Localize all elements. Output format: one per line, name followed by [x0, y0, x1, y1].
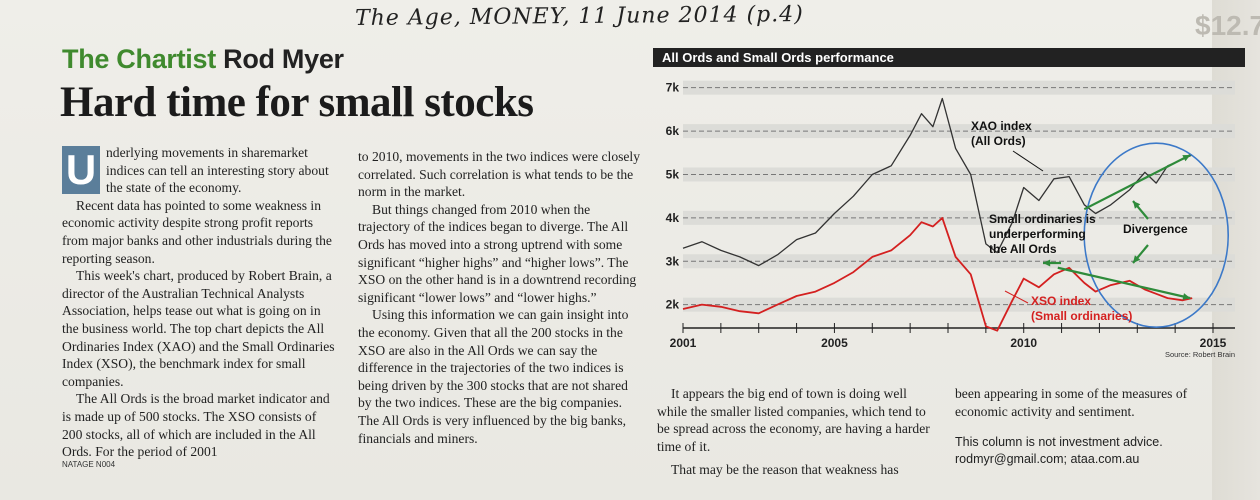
- underperforming-label: Small ordinaries is underperforming the Al…: [989, 212, 1096, 256]
- handwritten-source-note: The Age, MONEY, 11 June 2014 (p.4): [354, 2, 804, 31]
- article-paragraph: Recent data has pointed to some weakness…: [62, 197, 332, 266]
- divergence-label: Divergence: [1123, 222, 1188, 236]
- x-tick-label: 2005: [821, 336, 848, 350]
- xso-label: XSO index (Small ordinaries): [1031, 294, 1132, 323]
- y-tick-label: 5k: [666, 167, 680, 181]
- under-pointer-arrow-head: [1043, 259, 1051, 267]
- section-name: The Chartist: [62, 44, 216, 74]
- divergence-arrow-up-head: [1133, 201, 1141, 209]
- xso-downtrend-arrow: [1057, 266, 1191, 300]
- xso-downtrend-arrow-head: [1182, 293, 1191, 300]
- y-tick-label: 3k: [666, 254, 680, 268]
- x-tick-label: 2010: [1010, 336, 1037, 350]
- page-tag: NATAGE N004: [62, 460, 116, 469]
- y-tick-label: 7k: [666, 81, 680, 95]
- article-paragraph: This week's chart, produced by Robert Br…: [62, 268, 335, 389]
- article-paragraph: It appears the big end of town is doing …: [657, 386, 930, 454]
- divergence-circle: [1083, 142, 1230, 329]
- divergence-arrow-down-head: [1133, 255, 1141, 263]
- column-kicker: The Chartist Rod Myer: [62, 44, 344, 75]
- author-name: Rod Myer: [223, 44, 344, 74]
- xao-label: XAO index (All Ords): [971, 119, 1032, 148]
- chart-title-bar: [653, 48, 1245, 67]
- xso-pointer: [1004, 290, 1029, 304]
- drop-cap: U: [62, 146, 100, 194]
- disclaimer: This column is not investment advice.: [955, 435, 1163, 450]
- article-paragraph: Using this information we can gain insig…: [358, 307, 629, 446]
- xao-uptrend-arrow-head: [1182, 154, 1191, 162]
- chart-title: All Ords and Small Ords performance: [662, 50, 894, 65]
- y-tick-label: 6k: [666, 124, 680, 138]
- chart-panel: 2k 3k 4k 5k 6k 7k 2001 2005 2010 2015 Source: Rob…: [653, 67, 1245, 367]
- article-column-4: been appearing in some of the measures o…: [955, 385, 1210, 468]
- article-paragraph: to 2010, movements in the two indices we…: [358, 149, 641, 200]
- article-column-3: It appears the big end of town is doing …: [657, 385, 939, 479]
- contact-line: rodmyr@gmail.com; ataa.com.au: [955, 452, 1140, 467]
- chart-source: Source: Robert Brain: [1165, 350, 1235, 359]
- xao-series-line: [682, 97, 1193, 267]
- article-paragraph: been appearing in some of the measures o…: [955, 386, 1188, 419]
- x-tick-label: 2015: [1200, 336, 1227, 350]
- xao-pointer: [1012, 150, 1044, 172]
- xao-uptrend-arrow: [1083, 153, 1191, 211]
- article-paragraph: That may be the reason that weakness has: [671, 462, 899, 478]
- article-column-2: to 2010, movements in the two indices we…: [358, 148, 640, 447]
- article-paragraph: The All Ords is the broad market indicat…: [62, 391, 330, 460]
- bleed-through-text: $12.750: [1195, 10, 1260, 41]
- article-paragraph: But things changed from 2010 when the tr…: [358, 201, 637, 305]
- x-tick-label: 2001: [670, 336, 697, 350]
- headline: Hard time for small stocks: [60, 79, 534, 126]
- y-tick-label: 2k: [666, 298, 680, 312]
- y-tick-label: 4k: [666, 211, 680, 225]
